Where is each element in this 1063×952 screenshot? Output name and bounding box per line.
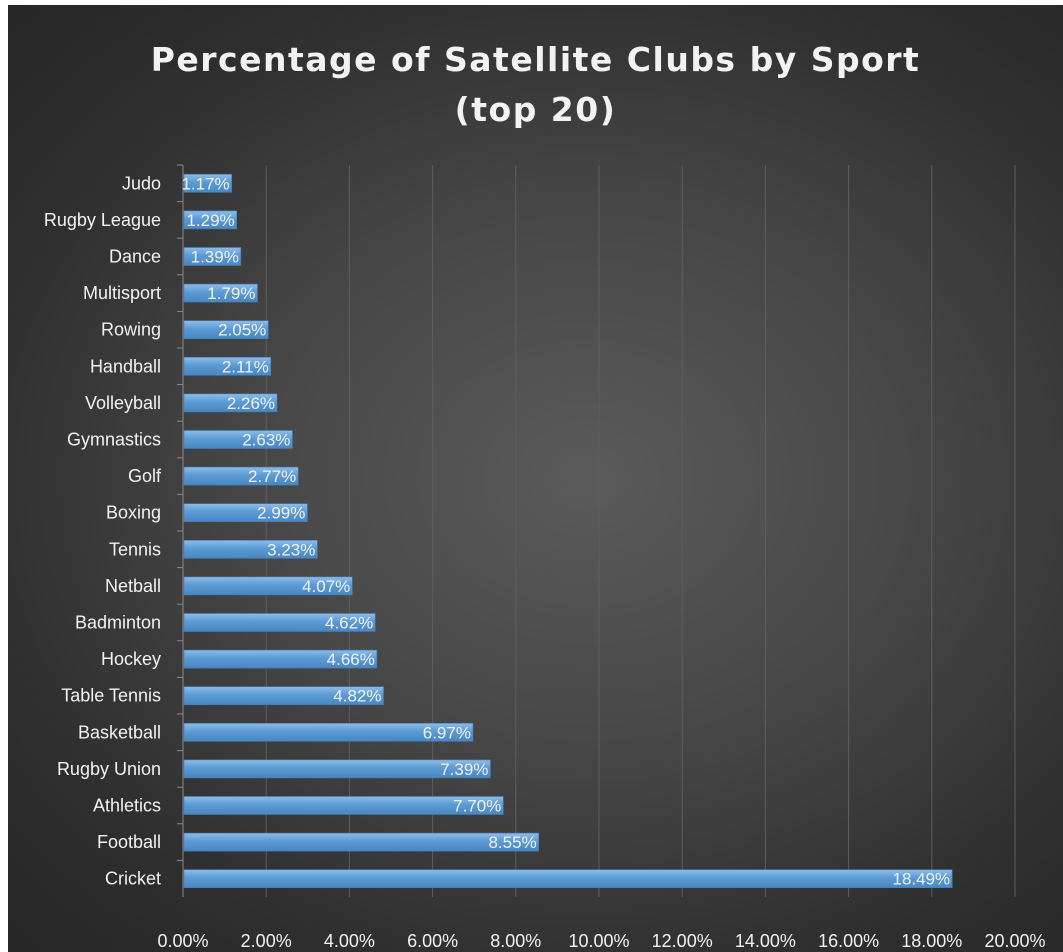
category-label: Golf — [128, 466, 162, 486]
category-label: Rowing — [101, 320, 161, 340]
data-label: 6.97% — [423, 723, 471, 742]
x-tick-label: 18.00% — [901, 931, 962, 951]
bar — [183, 430, 293, 449]
bar — [183, 686, 384, 706]
bar — [183, 613, 376, 632]
bar — [183, 576, 353, 596]
plot-area: 0.00% 2.00% 4.00% 6.00% 8.00% 10.00% 12.00% 14.… — [44, 164, 1046, 951]
data-label: 1.39% — [191, 248, 239, 267]
bar — [183, 796, 504, 815]
category-label: Badminton — [75, 613, 161, 633]
chart-area: Percentage of Satellite Clubs by Sport (… — [8, 5, 1063, 952]
category-label: Multisport — [83, 283, 161, 303]
x-tick-label: 0.00% — [157, 931, 208, 951]
bar — [183, 356, 272, 376]
x-tick-label: 20.00% — [984, 931, 1045, 951]
data-label: 4.62% — [325, 614, 373, 633]
data-label: 2.26% — [227, 394, 275, 413]
x-tick-label: 16.00% — [818, 931, 879, 951]
chart-title-line-1: Percentage of Satellite Clubs by Sport — [150, 40, 921, 79]
category-label: Rugby League — [44, 210, 161, 230]
bar — [183, 759, 491, 779]
bar — [183, 869, 953, 889]
data-label: 1.79% — [207, 284, 255, 303]
data-label: 8.55% — [488, 833, 536, 852]
data-label: 3.23% — [267, 540, 315, 559]
bar — [183, 247, 242, 266]
data-label: 18.49% — [893, 870, 951, 889]
bar — [183, 466, 299, 486]
category-label: Table Tennis — [61, 686, 161, 706]
category-label: Handball — [90, 356, 161, 376]
category-label: Rugby Union — [57, 759, 161, 779]
data-label: 2.99% — [257, 504, 305, 523]
data-label: 7.70% — [453, 797, 501, 816]
data-label: 4.66% — [327, 650, 375, 669]
category-label: Cricket — [105, 869, 161, 889]
data-label: 1.17% — [181, 174, 229, 193]
x-tick-label: 6.00% — [407, 931, 458, 951]
category-label: Dance — [109, 247, 161, 267]
data-label: 2.77% — [248, 467, 296, 486]
bar — [183, 174, 232, 193]
bar — [183, 722, 474, 742]
x-tick-label: 12.00% — [652, 931, 713, 951]
data-label: 2.11% — [222, 357, 269, 376]
bar — [183, 539, 318, 559]
category-label: Athletics — [93, 796, 161, 816]
x-tick-label: 10.00% — [568, 931, 629, 951]
data-label: 4.82% — [333, 687, 381, 706]
data-label: 7.39% — [440, 760, 488, 779]
data-label: 1.29% — [186, 211, 234, 230]
bar — [183, 832, 539, 852]
category-label: Volleyball — [85, 393, 161, 413]
data-label: 2.05% — [218, 321, 266, 340]
bar — [183, 393, 278, 413]
category-label: Basketball — [78, 722, 161, 742]
bar — [183, 503, 308, 523]
bar — [183, 283, 258, 303]
x-tick-label: 8.00% — [490, 931, 541, 951]
chart-title: Percentage of Satellite Clubs by Sport (… — [8, 35, 1063, 135]
x-tick-label: 4.00% — [324, 931, 375, 951]
category-label: Football — [97, 832, 161, 852]
category-label: Tennis — [109, 539, 161, 559]
category-label: Boxing — [106, 503, 161, 523]
x-tick-label: 2.00% — [241, 931, 292, 951]
data-label: 2.63% — [242, 431, 290, 450]
data-label: 4.07% — [302, 577, 350, 596]
x-tick-label: 14.00% — [735, 931, 796, 951]
bar — [183, 649, 378, 669]
category-label: Hockey — [101, 649, 161, 669]
bar — [183, 210, 237, 230]
bar — [183, 320, 269, 340]
category-label: Gymnastics — [67, 430, 161, 450]
category-label: Netball — [105, 576, 161, 596]
category-label: Judo — [122, 173, 161, 193]
chart-title-line-2: (top 20) — [454, 90, 617, 129]
